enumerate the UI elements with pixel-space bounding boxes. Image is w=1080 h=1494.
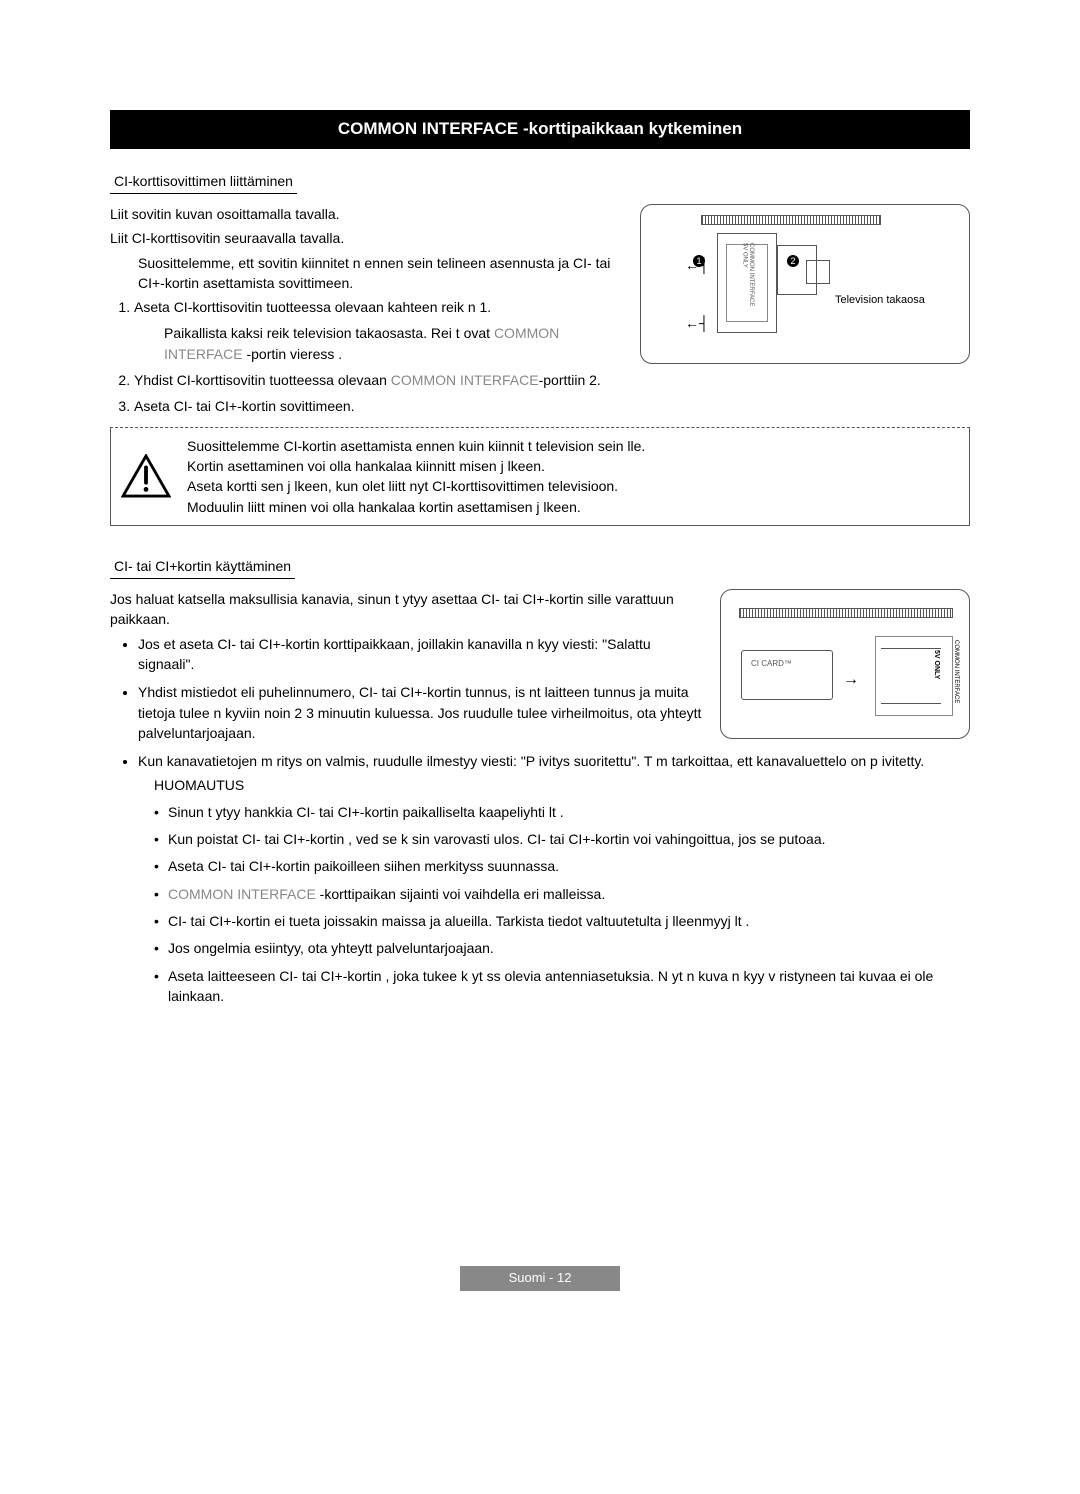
- fig1-slot: [701, 215, 881, 225]
- fig2-slot: [739, 608, 953, 618]
- s2-d2: Kun poistat CI- tai CI+-kortin , ved se …: [154, 829, 970, 849]
- fig1-vtext-a: COMMON INTERFACE: [748, 243, 754, 306]
- warn-l1: Suosittelemme CI-kortin asettamista enne…: [187, 436, 959, 456]
- s1-steps: Aseta CI-korttisovitin tuotteessa olevaa…: [134, 297, 624, 364]
- s2-d1: Sinun t ytyy hankkia CI- tai CI+-kortin …: [154, 802, 970, 822]
- s1-step1sub-b: -portin vieress .: [243, 346, 343, 362]
- warning-icon: [121, 454, 171, 498]
- fig1-vtext-b: 5V ONLY: [742, 243, 748, 268]
- warning-text: Suosittelemme CI-kortin asettamista enne…: [187, 436, 959, 517]
- fig1-num-2: 2: [787, 255, 799, 267]
- s1-step2-b: -porttiin 2.: [539, 372, 601, 388]
- section1-body: Liit sovitin kuvan osoittamalla tavalla.…: [110, 204, 970, 370]
- s2-d4-tail: -korttipaikan sijainti voi vaihdella eri…: [316, 886, 605, 902]
- s1-note: Suosittelemme, ett sovitin kiinnitet n e…: [138, 253, 624, 294]
- figure-2: CI CARD™ → COMMON INTERFACE 5V ONLY: [720, 589, 970, 739]
- s1-step1: Aseta CI-korttisovitin tuotteessa olevaa…: [134, 297, 624, 364]
- s1-step2-gray: COMMON INTERFACE: [391, 372, 539, 388]
- s2-d6: Jos ongelmia esiintyy, ota yhteytt palve…: [154, 938, 970, 958]
- fig1-port: [777, 245, 817, 295]
- s2-huom: HUOMAUTUS: [154, 775, 970, 795]
- fig2-vtext2: 5V ONLY: [931, 650, 941, 679]
- s1-step2: Yhdist CI-korttisovitin tuotteessa oleva…: [134, 370, 970, 390]
- fig2-arrow-icon: →: [843, 668, 859, 691]
- s1-step2-a: Yhdist CI-korttisovitin tuotteessa oleva…: [134, 372, 391, 388]
- s1-step1-sub: Paikallista kaksi reik television takaos…: [164, 323, 624, 364]
- fig2-vtext: COMMON INTERFACE: [952, 640, 959, 703]
- section2-text: Jos haluat katsella maksullisia kanavia,…: [110, 589, 704, 751]
- s1-step1-text: Aseta CI-korttisovitin tuotteessa olevaa…: [134, 299, 491, 315]
- warn-l4: Moduulin liitt minen voi olla hankalaa k…: [187, 497, 959, 517]
- s2-d4: COMMON INTERFACE -korttipaikan sijainti …: [154, 884, 970, 904]
- s2-d3: Aseta CI- tai CI+-kortin paikoilleen sii…: [154, 856, 970, 876]
- fig1-arrow-2: ←┤: [685, 313, 709, 333]
- fig1-num-1: 1: [693, 255, 705, 267]
- s2-d5: CI- tai CI+-kortin ei tueta joissakin ma…: [154, 911, 970, 931]
- fig1-vtext: COMMON INTERFACE 5V ONLY: [741, 243, 754, 306]
- s2-b3: Kun kanavatietojen m ritys on valmis, ru…: [138, 751, 970, 1006]
- section2-body: Jos haluat katsella maksullisia kanavia,…: [110, 589, 970, 751]
- s2-d4-gray: COMMON INTERFACE: [168, 886, 316, 902]
- s1-step1sub-a: Paikallista kaksi reik television takaos…: [164, 325, 494, 341]
- s2-bullets-cont: Kun kanavatietojen m ritys on valmis, ru…: [138, 751, 970, 1006]
- warn-l3: Aseta kortti sen j lkeen, kun olet liitt…: [187, 476, 959, 496]
- page-footer: Suomi - 12: [460, 1266, 620, 1291]
- s2-dashlist: Sinun t ytyy hankkia CI- tai CI+-kortin …: [154, 802, 970, 1006]
- s2-b3-text: Kun kanavatietojen m ritys on valmis, ru…: [138, 753, 924, 769]
- s2-bullets: Jos et aseta CI- tai CI+-kortin korttipa…: [138, 634, 704, 743]
- section2-heading: CI- tai CI+kortin käyttäminen: [110, 554, 295, 579]
- section1-heading: CI-korttisovittimen liittäminen: [110, 169, 297, 194]
- s2-intro: Jos haluat katsella maksullisia kanavia,…: [110, 589, 704, 630]
- s1-step3: Aseta CI- tai CI+-kortin sovittimeen.: [134, 396, 970, 416]
- fig1-label: Television takaosa: [835, 293, 925, 309]
- fig2-card-label: CI CARD™: [751, 658, 792, 670]
- warn-l2: Kortin asettaminen voi olla hankalaa kii…: [187, 456, 959, 476]
- s2-d7: Aseta laitteeseen CI- tai CI+-kortin , j…: [154, 966, 970, 1007]
- s1-steps-cont: Yhdist CI-korttisovitin tuotteessa oleva…: [134, 370, 970, 417]
- title-bar: COMMON INTERFACE -korttipaikkaan kytkemi…: [110, 110, 970, 149]
- warning-box: Suosittelemme CI-kortin asettamista enne…: [110, 427, 970, 526]
- s1-p2: Liit CI-korttisovitin seuraavalla tavall…: [110, 228, 624, 248]
- s2-b1: Jos et aseta CI- tai CI+-kortin korttipa…: [138, 634, 704, 675]
- figure-1: ←┤ ←┤ 1 2 COMMON INTERFACE 5V ONLY Telev…: [640, 204, 970, 364]
- section1-text: Liit sovitin kuvan osoittamalla tavalla.…: [110, 204, 624, 370]
- s1-p1: Liit sovitin kuvan osoittamalla tavalla.: [110, 204, 624, 224]
- s2-b2: Yhdist mistiedot eli puhelinnumero, CI- …: [138, 682, 704, 743]
